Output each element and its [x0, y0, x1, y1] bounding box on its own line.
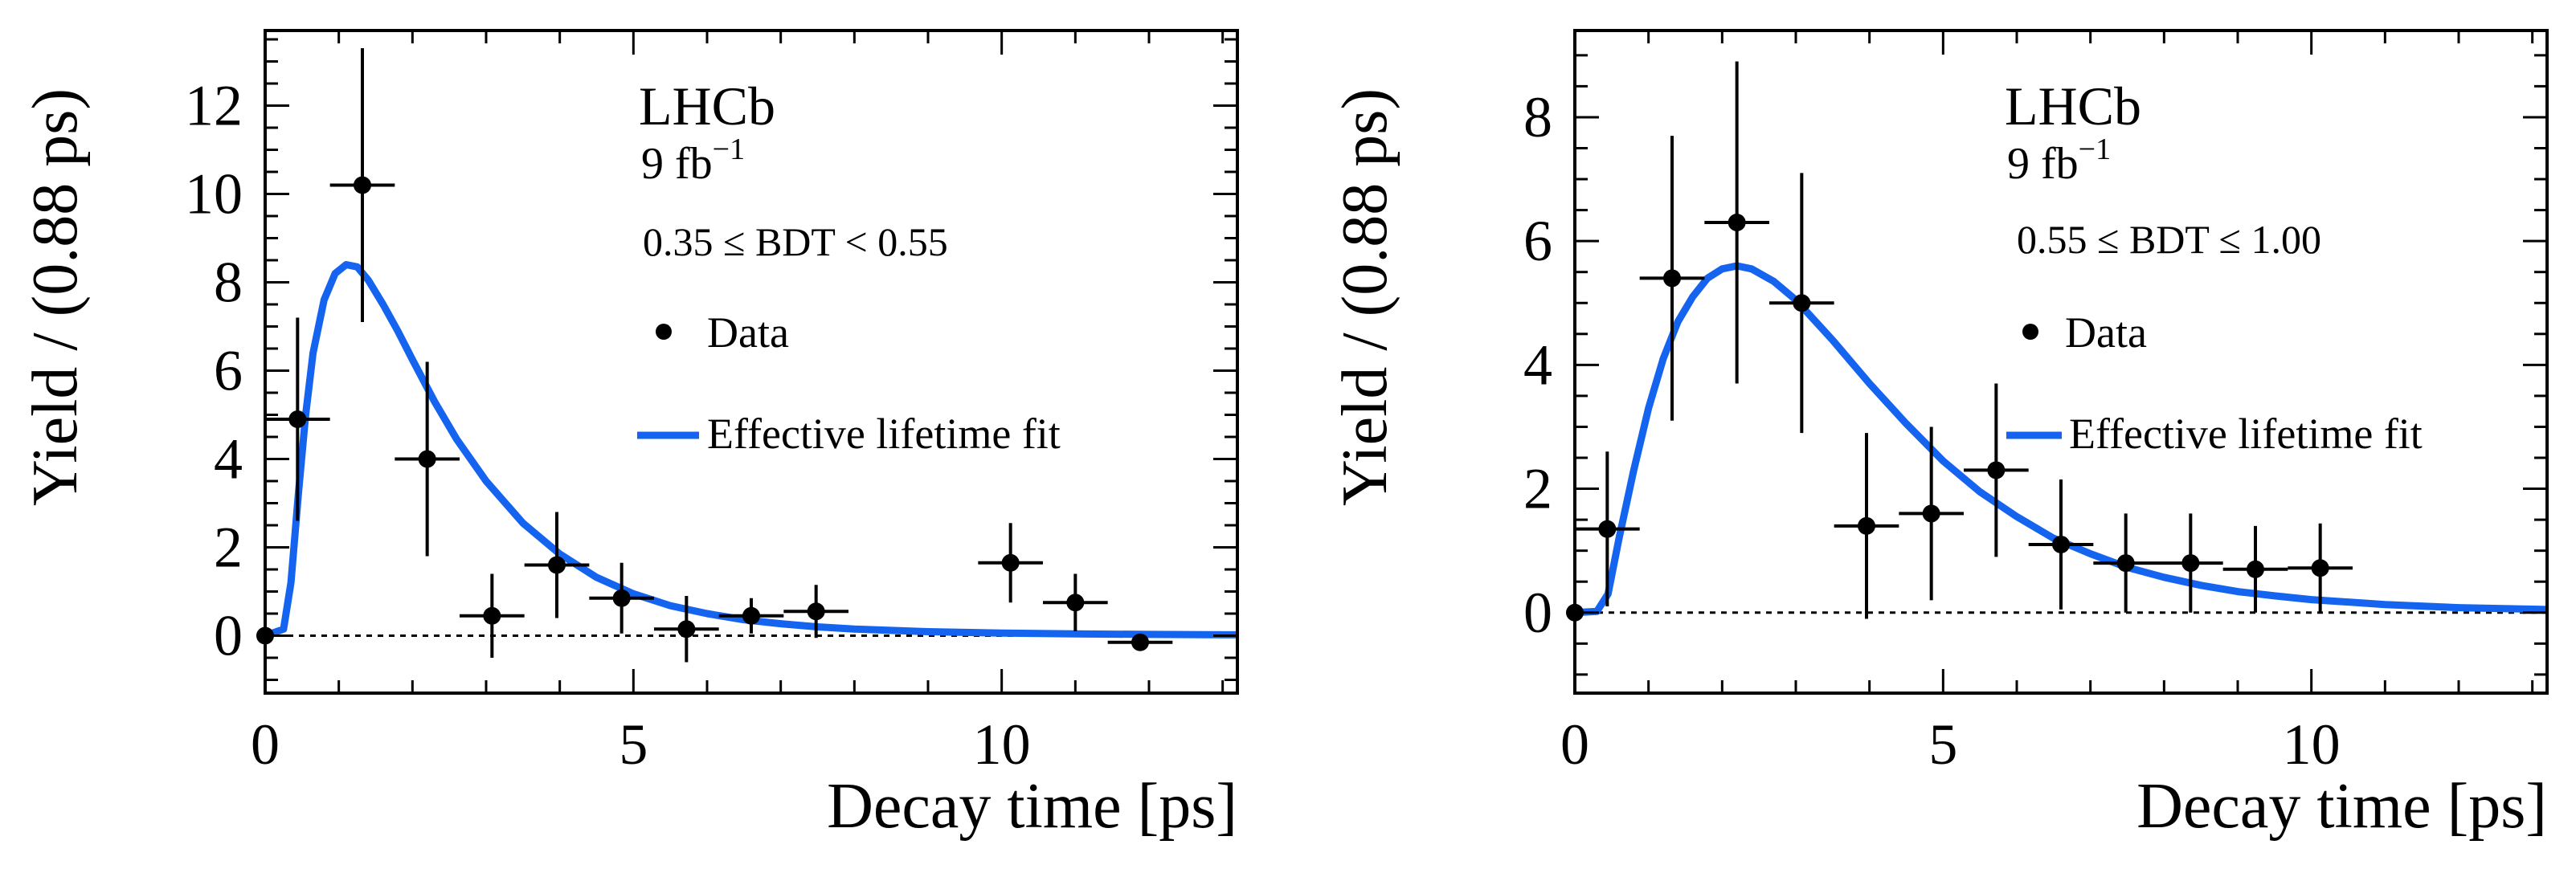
- right-experiment-label: LHCb: [2005, 75, 2141, 137]
- right-data-point: [1922, 504, 1940, 523]
- left-data-point: [548, 556, 566, 574]
- left-data-point: [677, 620, 696, 638]
- right-data-point: [2247, 560, 2264, 578]
- right-data-point: [2052, 535, 2070, 553]
- right-data-point: [1793, 294, 1811, 312]
- right-x-tick-label: 0: [1560, 712, 1589, 777]
- right-x-axis-title: Decay time [ps]: [2136, 771, 2547, 842]
- left-experiment-label: LHCb: [639, 75, 775, 137]
- left-x-tick-label: 5: [619, 712, 648, 777]
- left-tick-labels: 0 5 10 0 2 4 6 8 10 12: [185, 74, 1031, 777]
- left-data-point: [742, 606, 760, 625]
- right-data-point: [1858, 516, 1875, 535]
- right-axis-ticks: [1573, 31, 2547, 693]
- right-fit-curve: [1574, 262, 2548, 617]
- right-y-tick-label: 0: [1523, 581, 1552, 645]
- right-data-points: [1566, 61, 2353, 622]
- left-data-point: [1131, 633, 1149, 651]
- right-fit-curve-path: [1574, 262, 2548, 617]
- left-data-point: [1001, 553, 1020, 572]
- left-y-tick-label: 10: [185, 162, 243, 226]
- right-data-point: [1728, 214, 1746, 232]
- left-y-tick-label: 8: [214, 251, 243, 315]
- left-legend-fit-label: Effective lifetime fit: [707, 410, 1061, 458]
- left-data-point: [483, 606, 501, 625]
- left-data-point: [807, 602, 825, 621]
- left-x-axis-title: Decay time [ps]: [827, 771, 1237, 842]
- right-legend-data-label: Data: [2065, 308, 2147, 357]
- left-x-tick-label: 0: [251, 712, 280, 777]
- right-tick-labels: 0 5 10 0 2 4 6 8: [1523, 85, 2341, 777]
- left-y-tick-label: 4: [214, 427, 243, 492]
- right-data-point: [1663, 269, 1681, 288]
- right-y-axis-title: Yield / (0.88 ps): [1330, 88, 1400, 506]
- left-y-tick-label: 0: [214, 604, 243, 668]
- right-data-point: [1598, 520, 1617, 538]
- left-fit-curve: [264, 261, 1238, 639]
- left-data-point: [1066, 594, 1085, 612]
- right-y-tick-label: 4: [1523, 333, 1552, 397]
- right-y-tick-label: 8: [1523, 85, 1552, 149]
- left-axis-ticks: [264, 31, 1237, 693]
- left-data-point: [288, 410, 307, 428]
- right-x-tick-label: 10: [2283, 712, 2341, 777]
- left-luminosity-label: 9 fb−1: [641, 133, 745, 189]
- left-x-tick-label: 10: [973, 712, 1031, 777]
- right-data-point: [1987, 461, 2006, 479]
- right-legend-fit-label: Effective lifetime fit: [2069, 410, 2423, 458]
- right-y-tick-label: 6: [1523, 209, 1552, 273]
- left-data-point: [612, 589, 631, 607]
- left-plot-frame: [264, 29, 1239, 695]
- right-data-point: [2116, 554, 2135, 573]
- left-y-axis-title: Yield / (0.88 ps): [20, 88, 91, 506]
- right-x-tick-label: 5: [1928, 712, 1957, 777]
- left-data-points: [256, 48, 1173, 663]
- left-legend-data-label: Data: [707, 308, 789, 357]
- right-luminosity-label: 9 fb−1: [2007, 133, 2111, 189]
- right-legend-data-marker: [2022, 324, 2038, 340]
- left-y-tick-label: 12: [185, 74, 243, 138]
- left-panel: 0 5 10 0 2 4 6 8 10 12 Yield / (0.88 ps) Decay ti…: [20, 29, 1239, 842]
- left-y-tick-label: 6: [214, 339, 243, 403]
- left-selection-label: 0.35 ≤ BDT < 0.55: [643, 219, 948, 264]
- right-y-tick-label: 2: [1523, 457, 1552, 521]
- left-legend-data-marker: [656, 324, 672, 340]
- right-panel: 0 5 10 0 2 4 6 8 Yield / (0.88 ps) Decay time […: [1330, 29, 2549, 842]
- right-selection-label: 0.55 ≤ BDT ≤ 1.00: [2017, 217, 2321, 262]
- right-data-point: [2181, 554, 2200, 573]
- left-data-point: [418, 450, 436, 468]
- right-plot-frame: [1573, 29, 2549, 695]
- right-data-point: [2311, 559, 2329, 577]
- left-y-tick-label: 2: [214, 516, 243, 580]
- left-fit-curve-path: [264, 261, 1238, 639]
- left-data-point: [354, 176, 371, 194]
